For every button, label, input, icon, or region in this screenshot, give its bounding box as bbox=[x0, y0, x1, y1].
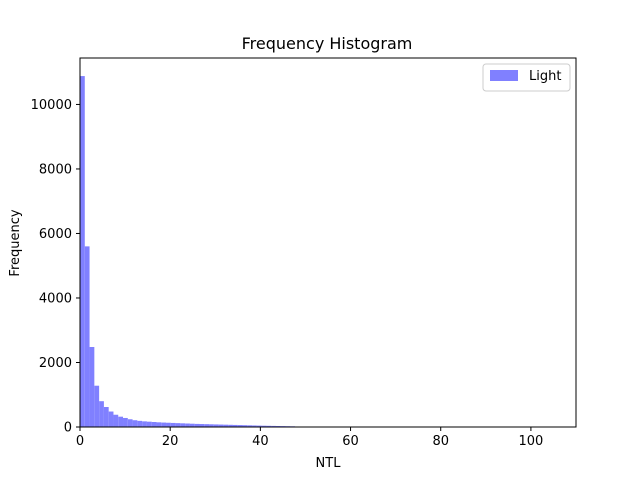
histogram-bar bbox=[80, 76, 85, 428]
histogram-bar bbox=[170, 422, 176, 427]
histogram-bar bbox=[228, 424, 233, 427]
histogram-bar bbox=[252, 425, 257, 427]
y-tick-label: 6000 bbox=[39, 227, 72, 242]
histogram-bar bbox=[180, 423, 186, 427]
histogram-bar bbox=[185, 423, 190, 427]
histogram-bar bbox=[99, 401, 104, 427]
x-tick-label: 60 bbox=[342, 434, 359, 449]
histogram-bar bbox=[156, 422, 162, 427]
y-axis-ticks: 0 2000 4000 6000 8000 10000 bbox=[31, 98, 80, 436]
x-tick-label: 0 bbox=[76, 434, 84, 449]
x-tick-label: 80 bbox=[432, 434, 449, 449]
histogram-bar bbox=[127, 419, 133, 427]
histogram-bar bbox=[189, 423, 195, 427]
histogram-bar bbox=[118, 416, 124, 427]
histogram-bar bbox=[108, 411, 114, 427]
histogram-bar bbox=[161, 422, 167, 427]
histogram-bar bbox=[213, 424, 219, 427]
x-tick-label: 40 bbox=[252, 434, 269, 449]
histogram-bar bbox=[146, 421, 152, 427]
histogram-bar bbox=[123, 417, 128, 427]
histogram-bar bbox=[142, 421, 147, 427]
histogram-bar bbox=[237, 425, 243, 427]
plot-frame bbox=[79, 57, 577, 428]
chart-title: Frequency Histogram bbox=[242, 34, 413, 53]
histogram-bar bbox=[256, 425, 262, 427]
histogram-bar bbox=[199, 424, 205, 427]
histogram-bar bbox=[194, 423, 200, 427]
histogram-bar bbox=[84, 246, 90, 427]
histogram-bars bbox=[80, 76, 296, 428]
histogram-bar bbox=[271, 425, 276, 427]
y-tick-label: 4000 bbox=[39, 291, 72, 306]
histogram-bar bbox=[103, 407, 109, 427]
legend-swatch bbox=[490, 70, 518, 81]
histogram-bar bbox=[166, 422, 171, 427]
histogram-bar bbox=[151, 422, 157, 427]
y-axis-label: Frequency bbox=[8, 209, 23, 276]
histogram-bar bbox=[242, 425, 248, 427]
histogram-bar bbox=[175, 423, 181, 427]
histogram-bar bbox=[204, 424, 210, 427]
y-tick-label: 10000 bbox=[31, 98, 72, 113]
histogram-bar bbox=[132, 420, 138, 427]
histogram-bar bbox=[89, 347, 95, 427]
legend: Light bbox=[482, 63, 571, 92]
histogram-bar bbox=[113, 414, 119, 427]
x-axis-label: NTL bbox=[316, 456, 342, 471]
y-tick-label: 8000 bbox=[39, 162, 72, 177]
x-tick-label: 20 bbox=[162, 434, 179, 449]
x-axis-ticks: 0 20 40 60 80 100 bbox=[76, 427, 543, 449]
y-tick-label: 0 bbox=[64, 421, 72, 436]
y-tick-label: 2000 bbox=[39, 356, 72, 371]
histogram-bar bbox=[261, 425, 267, 427]
histogram-bar bbox=[223, 424, 229, 427]
histogram-bar bbox=[266, 425, 272, 427]
histogram-bar bbox=[218, 424, 224, 427]
histogram-bar bbox=[94, 385, 100, 427]
histogram-bar bbox=[209, 424, 214, 427]
histogram-bar bbox=[247, 425, 253, 427]
histogram-bar bbox=[232, 424, 238, 427]
x-tick-label: 100 bbox=[518, 434, 543, 449]
legend-label: Light bbox=[529, 69, 561, 84]
histogram-bar bbox=[137, 420, 143, 427]
